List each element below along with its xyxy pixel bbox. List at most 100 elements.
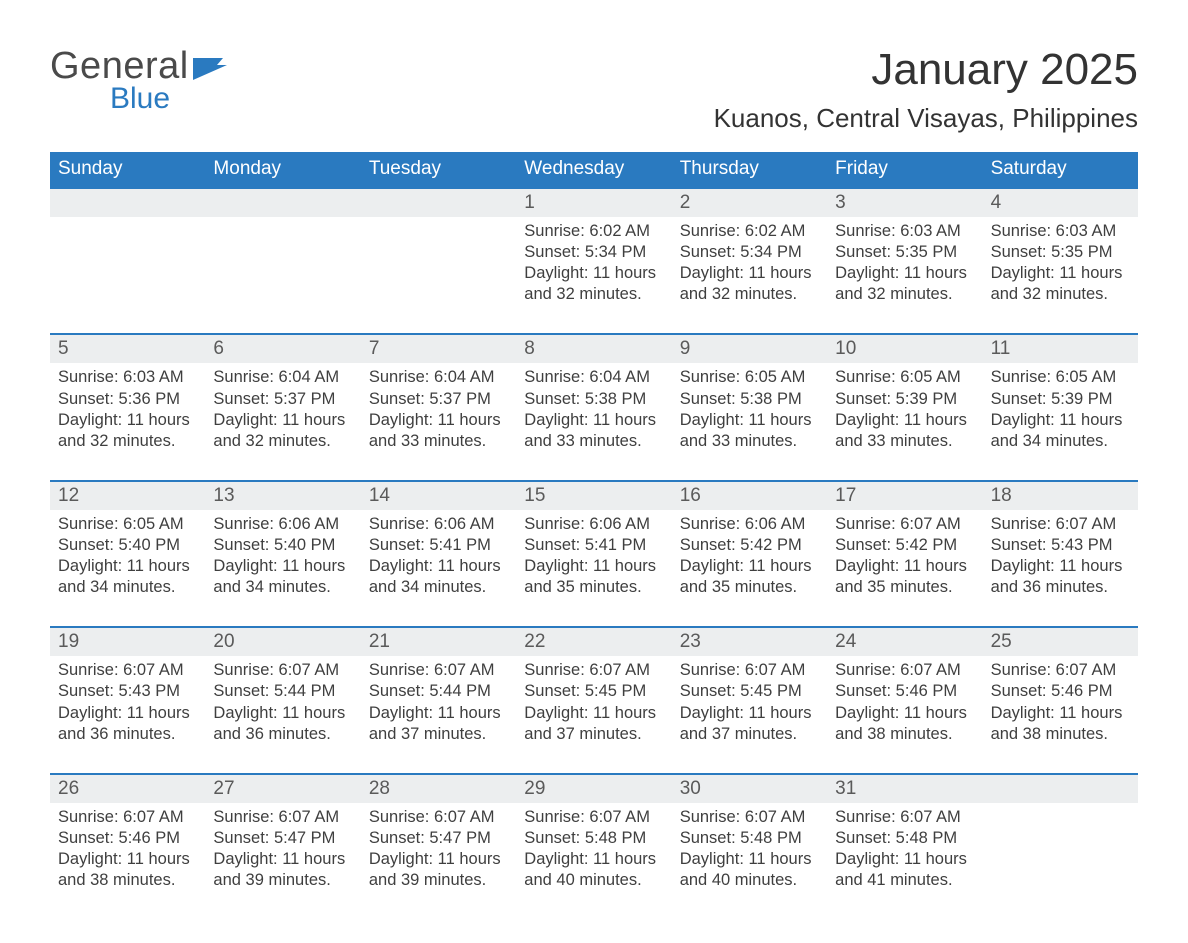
weekday-header: Wednesday — [516, 152, 671, 187]
sunrise-text: Sunrise: 6:07 AM — [991, 514, 1130, 535]
daylight-text: Daylight: 11 hours and 36 minutes. — [58, 703, 197, 745]
date-number — [983, 775, 1138, 803]
date-number: 28 — [361, 775, 516, 803]
sunrise-text: Sunrise: 6:04 AM — [369, 367, 508, 388]
sunrise-text: Sunrise: 6:06 AM — [213, 514, 352, 535]
day-detail-cell: Sunrise: 6:04 AMSunset: 5:37 PMDaylight:… — [205, 363, 360, 479]
day-detail-cell: Sunrise: 6:07 AMSunset: 5:48 PMDaylight:… — [516, 803, 671, 913]
weekday-header: Thursday — [672, 152, 827, 187]
date-number: 4 — [983, 189, 1138, 217]
day-detail-cell: Sunrise: 6:06 AMSunset: 5:41 PMDaylight:… — [516, 510, 671, 626]
day-detail-cell — [50, 217, 205, 333]
date-number: 20 — [205, 628, 360, 656]
sunset-text: Sunset: 5:48 PM — [680, 828, 819, 849]
sunset-text: Sunset: 5:34 PM — [524, 242, 663, 263]
date-number: 8 — [516, 335, 671, 363]
date-number: 18 — [983, 482, 1138, 510]
sunrise-text: Sunrise: 6:06 AM — [524, 514, 663, 535]
sunset-text: Sunset: 5:39 PM — [991, 389, 1130, 410]
day-detail-cell: Sunrise: 6:06 AMSunset: 5:40 PMDaylight:… — [205, 510, 360, 626]
sunrise-text: Sunrise: 6:04 AM — [213, 367, 352, 388]
date-band-row: 19202122232425 — [50, 626, 1138, 656]
daylight-text: Daylight: 11 hours and 34 minutes. — [991, 410, 1130, 452]
daylight-text: Daylight: 11 hours and 38 minutes. — [835, 703, 974, 745]
sunset-text: Sunset: 5:42 PM — [835, 535, 974, 556]
date-number: 7 — [361, 335, 516, 363]
daylight-text: Daylight: 11 hours and 32 minutes. — [991, 263, 1130, 305]
daylight-text: Daylight: 11 hours and 37 minutes. — [369, 703, 508, 745]
sunset-text: Sunset: 5:46 PM — [58, 828, 197, 849]
sunrise-text: Sunrise: 6:03 AM — [991, 221, 1130, 242]
date-number — [361, 189, 516, 217]
weekday-header: Friday — [827, 152, 982, 187]
sunrise-text: Sunrise: 6:07 AM — [524, 807, 663, 828]
daylight-text: Daylight: 11 hours and 37 minutes. — [680, 703, 819, 745]
sunset-text: Sunset: 5:40 PM — [213, 535, 352, 556]
day-detail-cell: Sunrise: 6:07 AMSunset: 5:44 PMDaylight:… — [361, 656, 516, 772]
daylight-text: Daylight: 11 hours and 36 minutes. — [991, 556, 1130, 598]
day-detail-cell: Sunrise: 6:03 AMSunset: 5:36 PMDaylight:… — [50, 363, 205, 479]
date-number: 29 — [516, 775, 671, 803]
sunrise-text: Sunrise: 6:05 AM — [58, 514, 197, 535]
day-detail-cell — [205, 217, 360, 333]
sunset-text: Sunset: 5:40 PM — [58, 535, 197, 556]
date-band-row: 567891011 — [50, 333, 1138, 363]
sunset-text: Sunset: 5:43 PM — [991, 535, 1130, 556]
sunrise-text: Sunrise: 6:02 AM — [524, 221, 663, 242]
daylight-text: Daylight: 11 hours and 36 minutes. — [213, 703, 352, 745]
sunset-text: Sunset: 5:41 PM — [524, 535, 663, 556]
daylight-text: Daylight: 11 hours and 32 minutes. — [58, 410, 197, 452]
detail-row: Sunrise: 6:07 AMSunset: 5:46 PMDaylight:… — [50, 803, 1138, 913]
sunrise-text: Sunrise: 6:07 AM — [680, 660, 819, 681]
weekday-header-row: Sunday Monday Tuesday Wednesday Thursday… — [50, 152, 1138, 187]
daylight-text: Daylight: 11 hours and 38 minutes. — [58, 849, 197, 891]
sunset-text: Sunset: 5:42 PM — [680, 535, 819, 556]
sunset-text: Sunset: 5:35 PM — [991, 242, 1130, 263]
day-detail-cell: Sunrise: 6:07 AMSunset: 5:42 PMDaylight:… — [827, 510, 982, 626]
date-band-row: 262728293031 — [50, 773, 1138, 803]
date-number: 21 — [361, 628, 516, 656]
date-number: 16 — [672, 482, 827, 510]
daylight-text: Daylight: 11 hours and 32 minutes. — [524, 263, 663, 305]
sunset-text: Sunset: 5:48 PM — [835, 828, 974, 849]
sunrise-text: Sunrise: 6:04 AM — [524, 367, 663, 388]
date-number: 14 — [361, 482, 516, 510]
detail-row: Sunrise: 6:02 AMSunset: 5:34 PMDaylight:… — [50, 217, 1138, 333]
date-number: 10 — [827, 335, 982, 363]
daylight-text: Daylight: 11 hours and 34 minutes. — [213, 556, 352, 598]
date-number: 13 — [205, 482, 360, 510]
sunset-text: Sunset: 5:37 PM — [369, 389, 508, 410]
day-detail-cell: Sunrise: 6:07 AMSunset: 5:48 PMDaylight:… — [827, 803, 982, 913]
date-number — [50, 189, 205, 217]
calendar-grid: Sunday Monday Tuesday Wednesday Thursday… — [50, 152, 1138, 913]
daylight-text: Daylight: 11 hours and 32 minutes. — [213, 410, 352, 452]
sunset-text: Sunset: 5:46 PM — [835, 681, 974, 702]
sunrise-text: Sunrise: 6:02 AM — [680, 221, 819, 242]
day-detail-cell: Sunrise: 6:03 AMSunset: 5:35 PMDaylight:… — [827, 217, 982, 333]
sunset-text: Sunset: 5:47 PM — [369, 828, 508, 849]
daylight-text: Daylight: 11 hours and 39 minutes. — [369, 849, 508, 891]
logo-flag-icon — [193, 58, 227, 80]
weekday-header: Tuesday — [361, 152, 516, 187]
sunset-text: Sunset: 5:44 PM — [369, 681, 508, 702]
date-number: 6 — [205, 335, 360, 363]
sunset-text: Sunset: 5:37 PM — [213, 389, 352, 410]
day-detail-cell: Sunrise: 6:05 AMSunset: 5:40 PMDaylight:… — [50, 510, 205, 626]
sunset-text: Sunset: 5:41 PM — [369, 535, 508, 556]
sunset-text: Sunset: 5:38 PM — [680, 389, 819, 410]
sunrise-text: Sunrise: 6:05 AM — [835, 367, 974, 388]
day-detail-cell: Sunrise: 6:07 AMSunset: 5:46 PMDaylight:… — [827, 656, 982, 772]
sunrise-text: Sunrise: 6:07 AM — [58, 807, 197, 828]
daylight-text: Daylight: 11 hours and 37 minutes. — [524, 703, 663, 745]
day-detail-cell: Sunrise: 6:07 AMSunset: 5:43 PMDaylight:… — [983, 510, 1138, 626]
date-number: 25 — [983, 628, 1138, 656]
day-detail-cell: Sunrise: 6:07 AMSunset: 5:45 PMDaylight:… — [672, 656, 827, 772]
day-detail-cell: Sunrise: 6:03 AMSunset: 5:35 PMDaylight:… — [983, 217, 1138, 333]
day-detail-cell: Sunrise: 6:05 AMSunset: 5:38 PMDaylight:… — [672, 363, 827, 479]
date-number: 24 — [827, 628, 982, 656]
date-number — [205, 189, 360, 217]
day-detail-cell: Sunrise: 6:07 AMSunset: 5:46 PMDaylight:… — [50, 803, 205, 913]
date-number: 9 — [672, 335, 827, 363]
sunrise-text: Sunrise: 6:07 AM — [58, 660, 197, 681]
date-number: 31 — [827, 775, 982, 803]
